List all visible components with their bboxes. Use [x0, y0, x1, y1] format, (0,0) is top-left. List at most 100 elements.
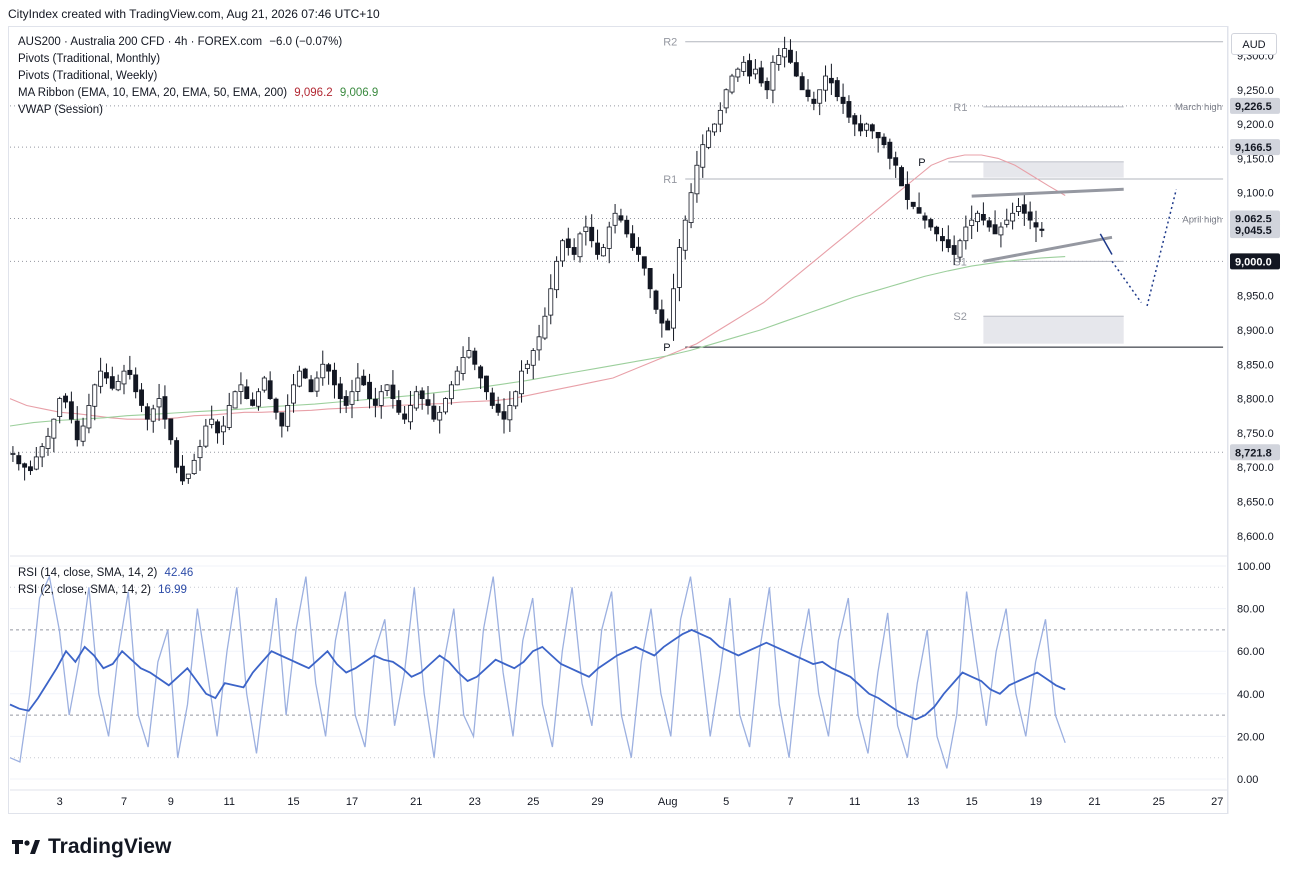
time-tick-label: 21 — [1088, 796, 1100, 808]
candle-body — [68, 401, 74, 420]
time-tick-label: 25 — [1153, 796, 1165, 808]
candle-body — [980, 214, 986, 221]
candle-body — [98, 370, 104, 387]
candle-body — [735, 68, 741, 78]
time-tick-label: 23 — [469, 796, 481, 808]
price-tick-label: 8,800.0 — [1237, 394, 1274, 406]
candle-body — [220, 425, 226, 433]
candle-body — [688, 192, 694, 223]
candle-body — [320, 363, 326, 379]
candle-body — [63, 395, 68, 403]
candle-body — [793, 62, 799, 77]
candle-body — [1016, 206, 1021, 212]
pivot-level-label: R1 — [953, 102, 967, 114]
pivot-level-label: S2 — [953, 311, 966, 323]
currency-button[interactable]: AUD — [1231, 33, 1277, 55]
candle-body — [367, 381, 372, 399]
candle-body — [215, 421, 220, 434]
time-tick-label: 7 — [121, 796, 127, 808]
candle-body — [484, 375, 489, 393]
candle-body — [940, 236, 945, 242]
candle-body — [22, 463, 28, 468]
legend-pivots-monthly[interactable]: Pivots (Traditional, Monthly) — [18, 53, 161, 65]
rsi14-legend-row[interactable]: RSI (14, close, SMA, 14, 2) 42.46 — [18, 565, 193, 582]
candle-body — [852, 115, 858, 125]
candle-body — [209, 418, 215, 425]
level-annotation: April high — [1182, 214, 1222, 225]
tradingview-logo[interactable]: TradingView — [12, 835, 171, 859]
candle-body — [741, 61, 747, 72]
candle-body — [548, 288, 554, 316]
candle-body — [869, 124, 875, 132]
candle-body — [840, 96, 846, 104]
rsi14-legend-value: 42.46 — [164, 567, 194, 579]
candle-body — [402, 413, 408, 420]
candle-body — [893, 157, 899, 166]
candle-body — [676, 247, 682, 288]
candle-body — [337, 383, 343, 399]
tradingview-logo-icon — [12, 840, 40, 854]
candle-body — [443, 398, 448, 413]
time-tick-label: 19 — [1030, 796, 1042, 808]
candle-body — [571, 247, 577, 255]
candle-body — [1004, 219, 1010, 225]
rsi-tick-label: 100.00 — [1237, 561, 1271, 573]
candle-body — [489, 392, 495, 406]
candle-body — [577, 233, 583, 258]
candle-body — [285, 405, 291, 427]
candle-body — [694, 164, 700, 195]
candle-body — [776, 55, 782, 65]
candle-body — [10, 453, 16, 455]
candle-body — [203, 425, 209, 447]
candle-body — [454, 370, 460, 386]
candle-body — [343, 396, 349, 406]
projection-arrow-down — [1111, 260, 1142, 303]
candle-body — [653, 290, 659, 310]
candle-body — [326, 364, 332, 372]
candle-body — [419, 390, 425, 399]
candle-body — [150, 408, 156, 422]
candle-body — [238, 384, 244, 392]
candle-body — [104, 372, 109, 379]
candle-body — [349, 391, 355, 405]
rsi2-legend-row[interactable]: RSI (2, close, SMA, 14, 2) 16.99 — [18, 582, 193, 599]
rsi-tick-label: 20.00 — [1237, 731, 1265, 743]
candle-body — [39, 446, 45, 458]
candle-body — [782, 48, 788, 58]
price-tick-label: 9,150.0 — [1237, 153, 1274, 165]
candle-body — [355, 377, 361, 392]
candle-body — [332, 369, 337, 386]
candle-body — [1021, 204, 1027, 214]
legend-ma-ribbon-row[interactable]: MA Ribbon (EMA, 10, EMA, 20, EMA, 50, EM… — [18, 85, 378, 102]
candle-body — [887, 141, 893, 159]
candle-body — [256, 391, 261, 407]
rsi2-line — [9, 574, 1066, 769]
rsi2-legend-value: 16.99 — [158, 584, 187, 596]
legend-vwap[interactable]: VWAP (Session) — [18, 104, 103, 116]
chart-attribution: CityIndex created with TradingView.com, … — [8, 7, 380, 21]
candle-body — [185, 473, 191, 479]
candle-body — [168, 418, 174, 441]
price-tick-label: 8,700.0 — [1237, 462, 1274, 474]
candle-body — [747, 60, 752, 77]
rsi-legend: RSI (14, close, SMA, 14, 2) 42.46 RSI (2… — [18, 565, 193, 599]
candle-body — [51, 418, 57, 439]
candle-body — [261, 377, 267, 391]
pivot-level-label: R1 — [663, 174, 677, 186]
candle-body — [975, 212, 980, 223]
candle-body — [33, 456, 39, 470]
candle-body — [519, 370, 524, 395]
candle-body — [139, 389, 144, 406]
candle-body — [630, 233, 636, 249]
candle-body — [472, 350, 478, 365]
price-axis-badge-text: 9,045.5 — [1235, 225, 1272, 237]
legend-ma-ribbon: MA Ribbon (EMA, 10, EMA, 20, EMA, 50, EM… — [18, 87, 288, 99]
candle-body — [554, 260, 560, 291]
candle-body — [875, 131, 881, 139]
candle-body — [144, 406, 150, 420]
candle-body — [127, 369, 133, 375]
legend-symbol-row[interactable]: AUS200 · Australia 200 CFD · 4h · FOREX.… — [18, 34, 378, 51]
candle-body — [624, 219, 630, 235]
legend-pivots-weekly[interactable]: Pivots (Traditional, Weekly) — [18, 70, 158, 82]
